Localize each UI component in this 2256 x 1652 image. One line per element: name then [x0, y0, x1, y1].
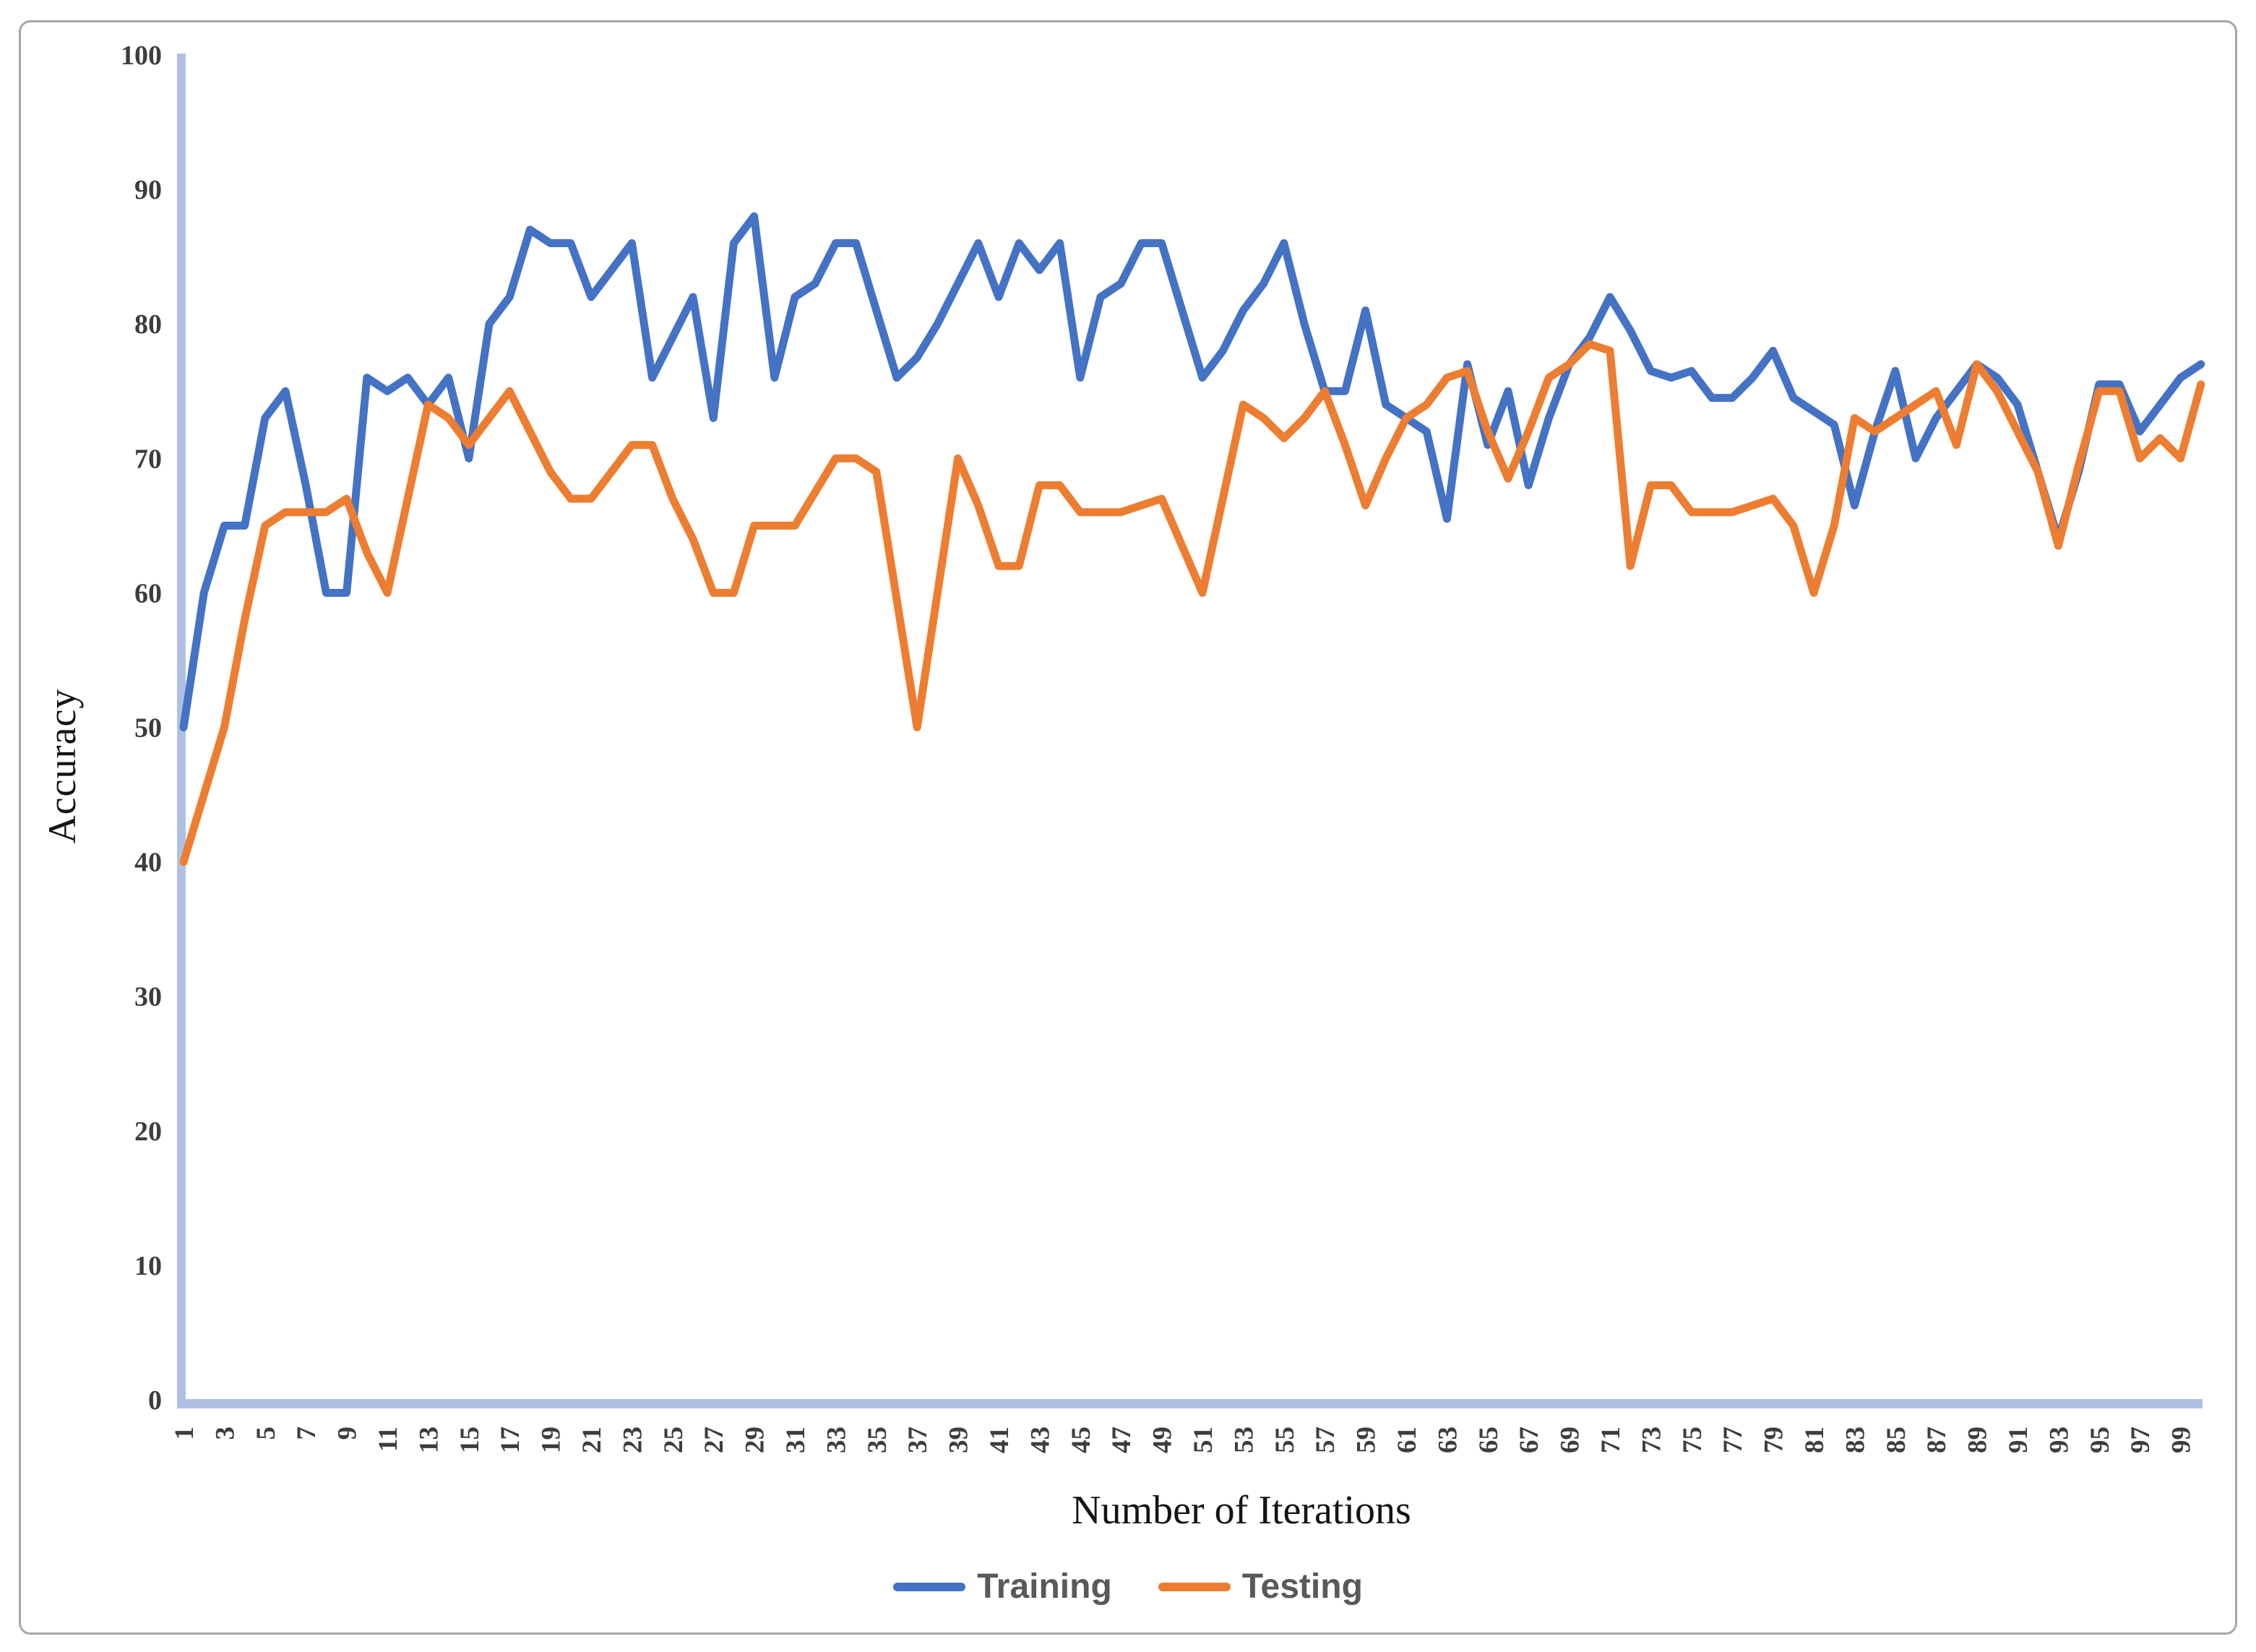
x-tick-label: 81: [1800, 1427, 1830, 1453]
x-tick-label: 91: [2004, 1427, 2033, 1453]
x-tick-label: 79: [1760, 1427, 1789, 1453]
y-tick-label: 90: [134, 175, 162, 205]
x-tick-label: 85: [1882, 1427, 1911, 1453]
training-line-swatch: [893, 1582, 966, 1591]
x-tick-label: 83: [1840, 1427, 1870, 1453]
x-tick-label: 57: [1311, 1427, 1340, 1453]
x-axis-title: Number of Iterations: [1072, 1488, 1411, 1533]
x-tick-label: 99: [2167, 1427, 2197, 1453]
x-tick-label: 71: [1596, 1427, 1626, 1453]
x-tick-label: 29: [741, 1427, 770, 1453]
x-tick-label: 31: [781, 1427, 811, 1453]
x-tick-label: 27: [699, 1427, 729, 1453]
axes-layer: [177, 53, 2203, 1408]
x-tick-label: 33: [822, 1427, 851, 1453]
x-tick-label: 7: [292, 1427, 322, 1440]
y-tick-label: 100: [121, 40, 162, 71]
x-tick-label: 11: [374, 1427, 403, 1452]
y-tick-label: 0: [148, 1385, 162, 1416]
legend-item-testing: Testing: [1158, 1567, 1363, 1606]
x-tick-label: 77: [1718, 1427, 1748, 1453]
x-tick-label: 1: [170, 1427, 199, 1440]
x-tick-label: 17: [496, 1427, 525, 1453]
x-tick-label: 73: [1637, 1427, 1666, 1453]
y-tick-label: 40: [134, 848, 162, 878]
y-tick-label: 50: [134, 713, 162, 744]
y-tick-label: 80: [134, 309, 162, 340]
x-tick-label: 45: [1067, 1427, 1096, 1453]
x-tick-label: 53: [1229, 1427, 1259, 1453]
legend: Training Testing: [0, 1567, 2256, 1606]
y-tick-label: 20: [134, 1117, 162, 1147]
x-tick-label: 59: [1352, 1427, 1382, 1453]
y-tick-label: 10: [134, 1251, 162, 1281]
x-tick-label: 65: [1474, 1427, 1504, 1453]
x-tick-label: 97: [2126, 1427, 2156, 1453]
x-tick-label: 13: [414, 1427, 444, 1453]
testing-line-swatch: [1158, 1582, 1231, 1591]
x-tick-label: 39: [944, 1427, 974, 1453]
x-tick-label: 37: [903, 1427, 933, 1453]
x-tick-label: 23: [618, 1427, 647, 1453]
training-line: [179, 212, 2205, 731]
x-tick-label: 67: [1515, 1427, 1544, 1453]
x-tick-label: 19: [537, 1427, 567, 1453]
x-tick-label: 61: [1392, 1427, 1422, 1453]
x-tick-label: 35: [863, 1427, 892, 1453]
legend-item-training: Training: [893, 1567, 1112, 1606]
x-tick-label: 9: [333, 1427, 363, 1440]
x-tick-label: 49: [1148, 1427, 1178, 1453]
x-tick-label: 75: [1678, 1427, 1708, 1453]
x-tick-label: 63: [1433, 1427, 1463, 1453]
testing-line: [179, 340, 2205, 866]
x-tick-label: 87: [1922, 1427, 1952, 1453]
x-axis-line: [177, 1399, 2203, 1408]
x-tick-label: 69: [1556, 1427, 1585, 1453]
x-tick-label: 93: [2044, 1427, 2074, 1453]
x-tick-label: 3: [210, 1427, 240, 1440]
x-tick-label: 95: [2085, 1427, 2115, 1453]
legend-label-training: Training: [977, 1567, 1112, 1606]
legend-label-testing: Testing: [1241, 1567, 1363, 1606]
y-tick-label: 70: [134, 444, 162, 474]
x-tick-label: 51: [1189, 1427, 1218, 1453]
y-tick-label: 60: [134, 578, 162, 608]
x-tick-label: 15: [455, 1427, 485, 1453]
series-layer: [179, 212, 2205, 866]
x-tick-label: 25: [659, 1427, 689, 1453]
x-tick-label: 43: [1025, 1427, 1055, 1453]
x-tick-label: 47: [1107, 1427, 1137, 1453]
x-tick-label: 5: [251, 1427, 281, 1440]
figure-border: [19, 20, 2237, 1635]
x-tick-label: 89: [1963, 1427, 1993, 1453]
y-tick-label: 30: [134, 982, 162, 1012]
x-tick-label: 55: [1270, 1427, 1300, 1453]
x-tick-label: 41: [985, 1427, 1015, 1453]
y-axis-title: Accuracy: [40, 688, 84, 844]
x-tick-label: 21: [577, 1427, 607, 1453]
